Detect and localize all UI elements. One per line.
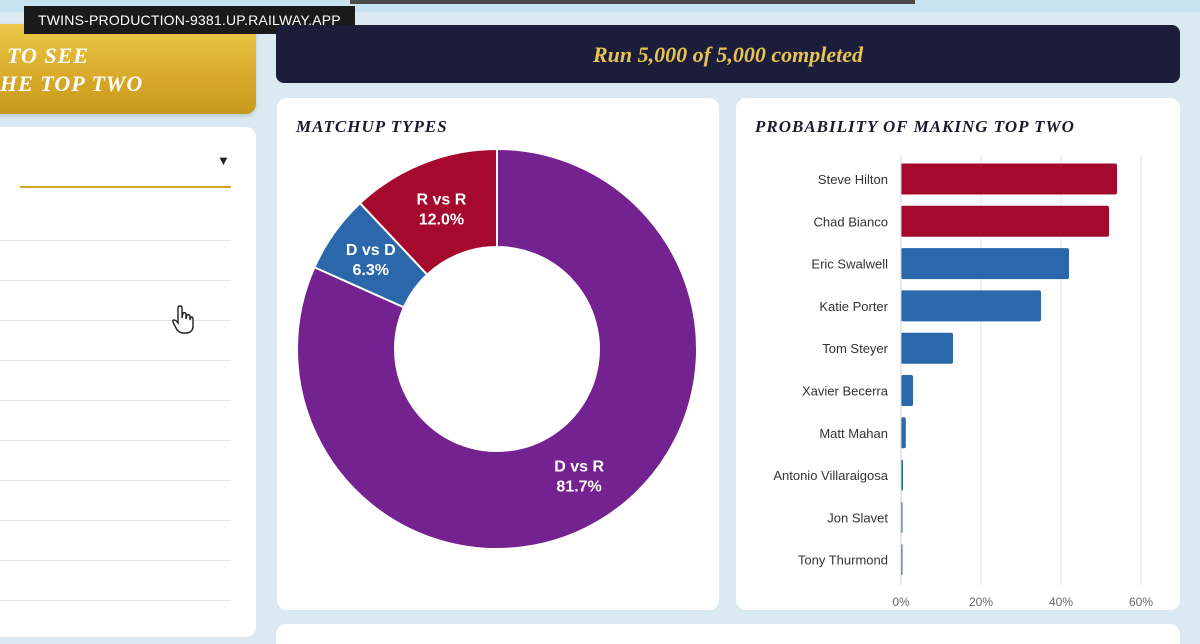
slice-r-vs-r[interactable] <box>358 147 498 277</box>
category-label: Tony Thurmond <box>798 553 888 568</box>
slice-value: 12.0% <box>419 212 464 229</box>
chevron-down-icon[interactable]: ▼ <box>217 153 230 168</box>
x-tick-label: 40% <box>1049 595 1073 609</box>
category-label: Antonio Villaraigosa <box>773 468 888 483</box>
slice-label: D vs R <box>554 459 604 476</box>
run-status-text: Run 5,000 of 5,000 completed <box>592 42 864 67</box>
top-dark-edge <box>350 0 915 4</box>
list-divider <box>0 480 231 481</box>
run-status-banner: Run 5,000 of 5,000 completed <box>276 25 1180 83</box>
list-divider <box>0 320 231 321</box>
bar-tom-steyer[interactable] <box>901 332 953 364</box>
x-tick-label: 0% <box>892 595 910 609</box>
category-label: Katie Porter <box>819 299 888 314</box>
category-label: Eric Swalwell <box>811 257 888 272</box>
matchup-donut-chart: D vs R 81.7% D vs D 6.3% R vs R 12.0% <box>296 147 698 550</box>
category-label: Steve Hilton <box>818 172 888 187</box>
next-card-edge <box>276 624 1180 644</box>
probability-title: PROBABILITY OF MAKING TOP TWO <box>755 117 1075 136</box>
bar-matt-mahan[interactable] <box>901 417 906 449</box>
bar-xavier-becerra[interactable] <box>901 375 913 406</box>
list-divider <box>0 560 231 561</box>
bar-eric-swalwell[interactable] <box>901 248 1069 280</box>
list-divider <box>0 360 231 361</box>
x-tick-label: 20% <box>969 595 993 609</box>
slice-value: 81.7% <box>556 479 601 496</box>
banner-line-2: HE TOP TWO <box>0 71 144 96</box>
probability-card: PROBABILITY OF MAKING TOP TWO 0% 20% 40% 60… <box>736 98 1180 610</box>
slice-d-vs-r[interactable] <box>296 147 698 550</box>
category-label: Matt Mahan <box>819 426 888 441</box>
list-divider <box>0 440 231 441</box>
x-tick-label: 60% <box>1129 595 1153 609</box>
candidate-panel <box>0 127 256 637</box>
matchup-title: MATCHUP TYPES <box>296 117 448 136</box>
instruction-banner: TO SEE HE TOP TWO <box>0 24 256 114</box>
list-divider <box>0 240 231 241</box>
matchup-card: MATCHUP TYPES D vs R 81.7% D vs D 6.3% R vs … <box>277 98 719 610</box>
list-divider <box>0 520 231 521</box>
bar-steve-hilton[interactable] <box>901 163 1117 195</box>
slice-label: D vs D <box>346 242 396 259</box>
list-divider <box>0 400 231 401</box>
category-label: Chad Bianco <box>814 214 888 229</box>
probability-bar-chart: 0% 20% 40% 60% Steve Hilton Chad Bianco Eric S… <box>773 156 1153 609</box>
category-label: Xavier Becerra <box>802 384 889 399</box>
list-divider <box>0 600 231 601</box>
bar-chad-bianco[interactable] <box>901 205 1109 237</box>
slice-label: R vs R <box>417 192 467 209</box>
category-label: Tom Steyer <box>822 341 888 356</box>
bar-katie-porter[interactable] <box>901 290 1041 322</box>
slice-value: 6.3% <box>353 262 389 279</box>
category-label: Jon Slavet <box>827 510 888 525</box>
banner-line-1: TO SEE <box>7 43 90 68</box>
hand-cursor-icon <box>171 305 194 334</box>
list-divider <box>0 280 231 281</box>
candidate-select[interactable] <box>20 186 231 188</box>
